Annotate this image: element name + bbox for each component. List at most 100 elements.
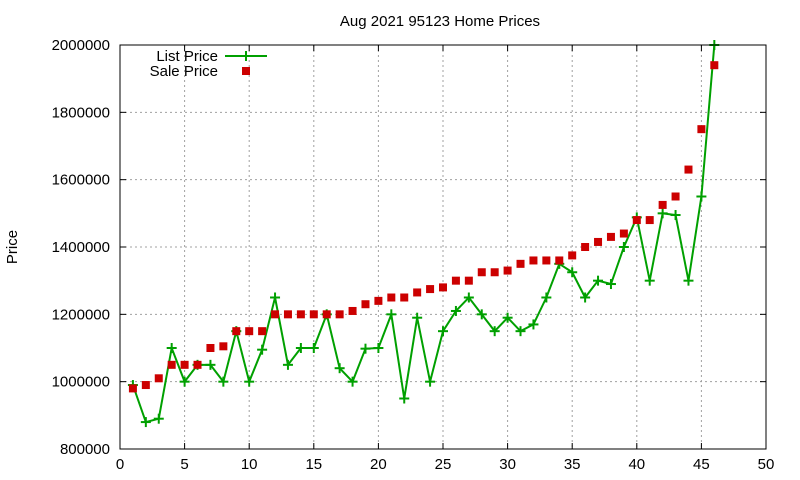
list-price-point <box>295 343 306 353</box>
sale-price-point <box>335 310 344 319</box>
list-price-point <box>166 343 177 353</box>
list-price-point <box>399 393 410 404</box>
y-tick-label: 2000000 <box>52 37 110 54</box>
sale-price-point <box>568 251 577 260</box>
list-price-point <box>308 343 319 353</box>
list-price-point <box>153 413 164 424</box>
sale-price-point <box>374 296 383 305</box>
sale-price-point <box>594 237 603 246</box>
y-tick-label: 1000000 <box>52 374 110 391</box>
y-axis-label: Price <box>4 230 21 264</box>
list-price-point <box>580 292 591 303</box>
list-price-point <box>347 376 358 387</box>
sale-price-point <box>283 310 292 319</box>
list-price-point <box>515 326 526 337</box>
series-layer <box>127 40 720 428</box>
x-tick-label: 35 <box>564 456 581 473</box>
sale-price-point <box>606 232 615 241</box>
sale-price-point <box>322 310 331 319</box>
list-price-point <box>412 312 423 323</box>
list-price-point <box>386 309 397 320</box>
sale-price-point <box>258 327 267 336</box>
sale-price-point <box>180 360 189 369</box>
sale-price-point <box>128 384 137 393</box>
list-price-point <box>502 312 513 323</box>
sale-price-point <box>232 327 241 336</box>
sale-price-point <box>516 259 525 268</box>
sale-price-point <box>684 165 693 174</box>
list-price-point <box>373 343 384 353</box>
y-tick-label: 1400000 <box>52 239 110 256</box>
legend-sample-sale-price <box>242 67 250 75</box>
sale-price-point <box>413 288 422 297</box>
list-price-point <box>205 359 216 370</box>
list-price-point <box>476 309 487 320</box>
sale-price-point <box>542 256 551 265</box>
list-price-point <box>528 319 539 330</box>
sale-price-point <box>490 268 499 277</box>
list-price-line <box>131 44 716 424</box>
list-price-point <box>463 292 474 303</box>
list-price-point <box>696 191 707 202</box>
x-tick-label: 10 <box>241 456 258 473</box>
list-price-point <box>360 343 371 354</box>
list-price-point <box>683 275 694 286</box>
sale-price-point <box>645 216 654 225</box>
x-tick-label: 5 <box>180 456 188 473</box>
legend-label-list-price: List Price <box>156 48 218 65</box>
sale-price-point <box>296 310 305 319</box>
list-price-point <box>670 210 681 221</box>
x-tick-label: 50 <box>758 456 775 473</box>
sale-price-point <box>439 283 447 292</box>
x-tick-label: 25 <box>435 456 452 473</box>
sale-price-point <box>632 216 641 225</box>
sale-price-point <box>477 268 486 277</box>
sale-price-point <box>451 276 460 285</box>
sale-price-point <box>154 374 163 383</box>
sale-price-point <box>219 342 228 351</box>
list-price-point <box>179 376 190 387</box>
sale-price-point <box>400 293 409 302</box>
sale-price-point <box>555 256 564 265</box>
list-price-point <box>140 417 151 428</box>
sale-price-point <box>619 229 628 238</box>
y-tick-label: 1800000 <box>52 104 110 121</box>
sale-price-point <box>387 293 396 302</box>
sale-price-point <box>245 327 254 336</box>
legend: List Price Sale Price <box>150 48 267 80</box>
sale-price-point <box>710 61 719 70</box>
grid-lines <box>120 45 766 449</box>
list-price-point <box>450 305 461 316</box>
sale-price-point <box>503 266 512 275</box>
list-price-point <box>541 292 552 303</box>
list-price-point <box>489 326 500 337</box>
x-tick-label: 40 <box>628 456 645 473</box>
list-price-point <box>657 208 668 219</box>
sale-price-point <box>697 125 706 134</box>
sale-price-point <box>671 192 680 201</box>
legend-sample-list-price <box>225 51 267 61</box>
chart-title: Aug 2021 95123 Home Prices <box>340 13 540 30</box>
list-price-point <box>425 376 436 387</box>
sale-price-point <box>361 300 370 309</box>
list-price-point <box>593 275 604 286</box>
x-tick-label: 20 <box>370 456 387 473</box>
sale-price-point <box>581 243 590 251</box>
sale-price-point <box>464 276 473 285</box>
sale-price-point <box>348 306 357 315</box>
list-price-point <box>644 275 655 286</box>
x-tick-label: 15 <box>305 456 322 473</box>
list-price-point <box>334 363 345 374</box>
list-price-point <box>270 292 281 303</box>
sale-price-point <box>658 200 667 209</box>
sale-price-point <box>309 310 318 319</box>
list-price-point <box>282 359 293 370</box>
list-price-point <box>438 326 448 337</box>
legend-label-sale-price: Sale Price <box>150 63 218 80</box>
y-tick-label: 1600000 <box>52 172 110 189</box>
sale-price-point <box>141 381 150 390</box>
x-tick-label: 45 <box>693 456 710 473</box>
list-price-point <box>257 344 268 355</box>
